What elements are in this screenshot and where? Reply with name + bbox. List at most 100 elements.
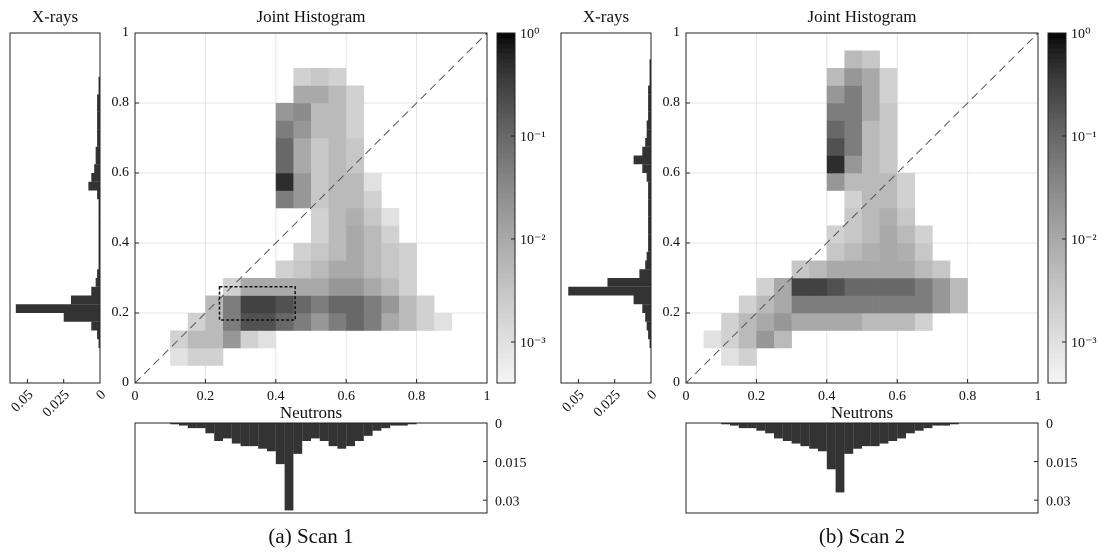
colorbar-segment [497, 218, 515, 224]
heatmap-cell [399, 295, 417, 314]
y-tick-label: 0.6 [112, 165, 130, 180]
histogram-bar [196, 423, 206, 429]
heatmap-cell [381, 278, 400, 296]
colorbar-segment [497, 338, 515, 344]
histogram-bar [826, 423, 836, 470]
heatmap-cell [346, 85, 365, 104]
histogram-bar [98, 339, 100, 348]
y-tick-label: 0.015 [1046, 456, 1078, 471]
histogram-bar [95, 146, 100, 156]
colorbar-segment [497, 353, 515, 359]
y-tick-label: 1 [122, 25, 129, 40]
colorbar-segment [1048, 53, 1066, 59]
colorbar-segment [1048, 93, 1066, 99]
heatmap-cell [844, 313, 863, 331]
axes-frame [685, 422, 1039, 514]
histogram-bar [98, 199, 100, 208]
heatmap-cell [381, 225, 400, 244]
heatmap-cell [844, 155, 863, 174]
heatmap-cell [293, 243, 312, 261]
y-tick-label: 0 [122, 375, 129, 390]
heatmap-cell [826, 120, 845, 139]
diagonal-line [134, 32, 488, 384]
heatmap-cell [328, 225, 347, 244]
colorbar-segment [497, 103, 515, 109]
heatmap-cell [826, 243, 845, 261]
colorbar-segment [497, 68, 515, 74]
y-tick-label: 0 [495, 417, 502, 432]
heatmap-cell [897, 278, 916, 296]
caption: (a) Scan 1 [268, 524, 353, 548]
heatmap-cell [399, 260, 417, 279]
x-tick-label: 0.2 [748, 389, 766, 404]
x-tick-label: 0.4 [267, 389, 285, 404]
y-tick-label: 0.4 [112, 235, 130, 250]
colorbar-segment [497, 258, 515, 264]
heatmap-cell [258, 330, 277, 349]
heatmap-cell [809, 313, 828, 331]
axes-frame [9, 32, 101, 384]
heatmap-cell [240, 313, 259, 331]
histogram-bar [642, 304, 651, 313]
histogram-bar [642, 164, 651, 173]
histogram-bar [91, 286, 100, 296]
heatmap-cell [205, 348, 224, 366]
heatmap-cell [862, 243, 880, 261]
colorbar-segment [497, 63, 515, 69]
histogram-bar [738, 423, 748, 429]
colorbar-segment [1048, 173, 1066, 179]
heatmap-cell [328, 208, 347, 226]
heatmap-cell [844, 190, 863, 209]
heatmap-cell [293, 313, 312, 331]
histogram-bar [648, 103, 651, 112]
colorbar-segment [497, 333, 515, 339]
colorbar-segment [497, 273, 515, 279]
histogram-bar [346, 423, 355, 447]
histogram-bar [645, 313, 651, 322]
colorbar-segment [1048, 188, 1066, 194]
colorbar-segment [1048, 378, 1066, 384]
heatmap-cell [738, 330, 757, 349]
axes-frame [560, 32, 652, 384]
colorbar-segment [1048, 218, 1066, 224]
heatmap-cell [862, 68, 880, 86]
histogram-bar [179, 423, 188, 426]
colorbar-segment [497, 373, 515, 379]
heatmap-cell [275, 155, 294, 174]
y-tick-label: 0.8 [112, 95, 130, 110]
colorbar-segment [1048, 183, 1066, 189]
histogram-bar [337, 423, 347, 449]
heatmap-cell [170, 348, 189, 366]
colorbar-segment [497, 323, 515, 329]
colorbar-segment [497, 33, 515, 39]
colorbar-segment [1048, 118, 1066, 124]
histogram-bar [633, 295, 651, 305]
heatmap-cell [275, 173, 294, 191]
heatmap-cell [862, 103, 880, 121]
heatmap-cell [897, 243, 916, 261]
colorbar-segment [1048, 363, 1066, 369]
colorbar-segment [497, 183, 515, 189]
heatmap-cell [879, 155, 898, 174]
histogram-bar [870, 423, 880, 447]
heatmap-cell [346, 173, 365, 191]
heatmap-cell [844, 278, 863, 296]
colorbar-segment [1048, 33, 1066, 39]
x-tick-label: 0.8 [408, 389, 426, 404]
histogram-bar [648, 208, 651, 217]
heatmap-cell [791, 295, 810, 314]
heatmap-cell [346, 120, 365, 139]
x-tick-label: 0.025 [40, 387, 73, 420]
heatmap-cell [205, 330, 224, 349]
histogram-bar [923, 423, 933, 429]
heatmap-cell [328, 278, 347, 296]
histogram-bar [809, 423, 818, 449]
heatmap-cell [844, 120, 863, 139]
colorbar-segment [497, 363, 515, 369]
histogram-bar [800, 423, 810, 447]
y-tick-label: 0.8 [663, 95, 681, 110]
heatmap-cell [346, 260, 365, 279]
heatmap-cell [275, 138, 294, 156]
colorbar-segment [497, 243, 515, 249]
heatmap-cell [826, 155, 845, 174]
